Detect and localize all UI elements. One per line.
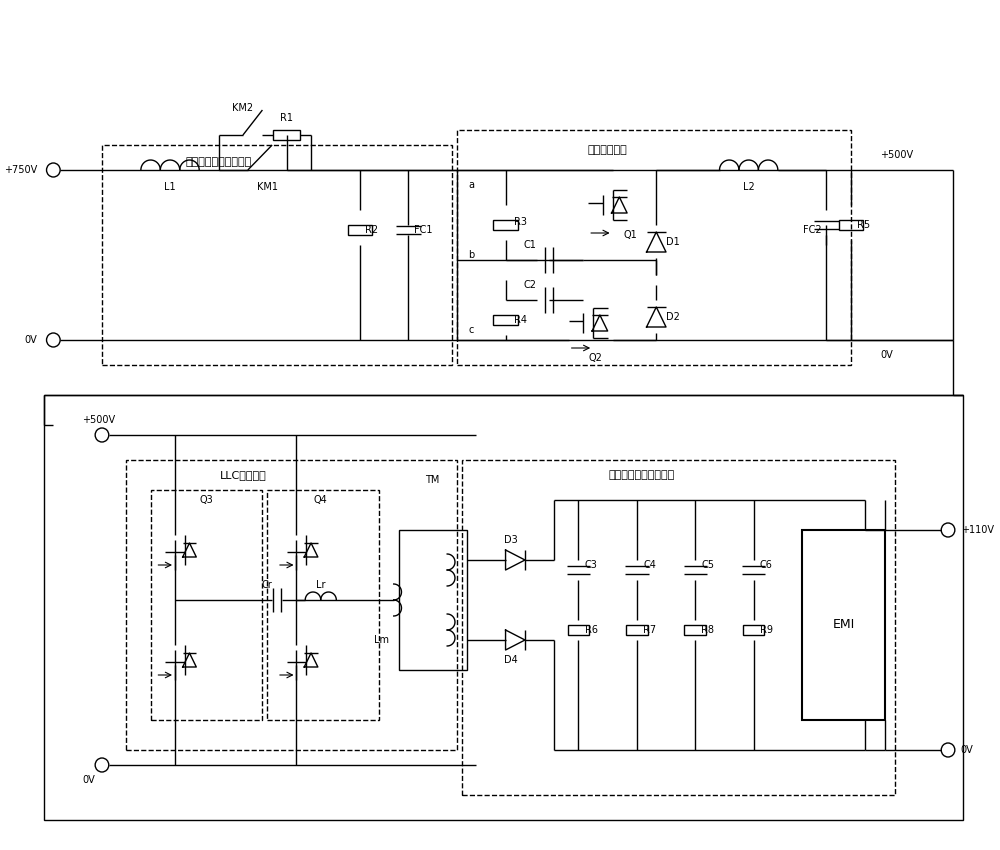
Text: R5: R5: [857, 220, 870, 230]
Text: 输入滤波、预充电电路: 输入滤波、预充电电路: [186, 157, 252, 167]
Text: +750V: +750V: [4, 165, 37, 175]
Text: FC2: FC2: [803, 225, 821, 235]
Bar: [348, 225, 372, 235]
Text: R6: R6: [585, 625, 598, 635]
Text: C4: C4: [643, 560, 656, 570]
Text: R8: R8: [701, 625, 714, 635]
Text: 0V: 0V: [24, 335, 37, 345]
Bar: [399, 530, 467, 670]
Text: L2: L2: [743, 182, 755, 192]
Text: Lm: Lm: [374, 635, 389, 645]
Bar: [684, 625, 706, 635]
Bar: [839, 220, 863, 230]
Text: C1: C1: [523, 240, 536, 250]
Bar: [151, 490, 262, 720]
Text: +500V: +500V: [83, 415, 116, 425]
Text: Q2: Q2: [588, 353, 602, 363]
Text: D3: D3: [504, 535, 517, 545]
Text: 0V: 0V: [880, 350, 893, 360]
Text: R3: R3: [514, 217, 527, 227]
Text: Lr: Lr: [316, 580, 326, 590]
Text: KM2: KM2: [232, 103, 254, 113]
Bar: [462, 460, 895, 795]
Bar: [267, 490, 379, 720]
Bar: [457, 130, 851, 365]
Bar: [102, 145, 452, 365]
Text: b: b: [469, 250, 475, 260]
Text: R7: R7: [643, 625, 656, 635]
Bar: [493, 220, 518, 230]
Text: FC1: FC1: [414, 225, 432, 235]
Text: a: a: [469, 180, 475, 190]
Text: +110V: +110V: [961, 525, 994, 535]
Text: C6: C6: [760, 560, 773, 570]
Text: 0V: 0V: [961, 745, 973, 755]
Text: +500V: +500V: [880, 150, 913, 160]
Text: C2: C2: [523, 280, 536, 290]
Text: 0V: 0V: [83, 775, 95, 785]
Text: R4: R4: [514, 315, 527, 325]
Bar: [126, 460, 457, 750]
Text: R2: R2: [365, 225, 378, 235]
Text: 一级调压电路: 一级调压电路: [588, 145, 628, 155]
Text: D1: D1: [666, 237, 680, 247]
Text: D4: D4: [504, 655, 517, 665]
Text: C5: C5: [701, 560, 714, 570]
Text: Cr: Cr: [262, 580, 273, 590]
Text: TM: TM: [425, 475, 440, 485]
Bar: [743, 625, 764, 635]
Text: EMI: EMI: [832, 619, 855, 632]
Bar: [273, 130, 300, 140]
Text: KM1: KM1: [257, 182, 278, 192]
Text: C3: C3: [585, 560, 598, 570]
Bar: [44, 395, 963, 820]
Text: D2: D2: [666, 312, 680, 322]
Text: Q4: Q4: [314, 495, 328, 505]
Text: Q1: Q1: [623, 230, 637, 240]
Text: L1: L1: [164, 182, 176, 192]
Text: Q3: Q3: [199, 495, 213, 505]
Text: LLC谐振回路: LLC谐振回路: [220, 470, 266, 480]
Bar: [493, 315, 518, 325]
Text: 不控整流输出滤波电路: 不控整流输出滤波电路: [609, 470, 675, 480]
Text: R9: R9: [760, 625, 773, 635]
Bar: [626, 625, 648, 635]
Bar: [568, 625, 589, 635]
Bar: [802, 530, 885, 720]
Text: R1: R1: [280, 113, 293, 123]
Text: c: c: [469, 325, 474, 335]
